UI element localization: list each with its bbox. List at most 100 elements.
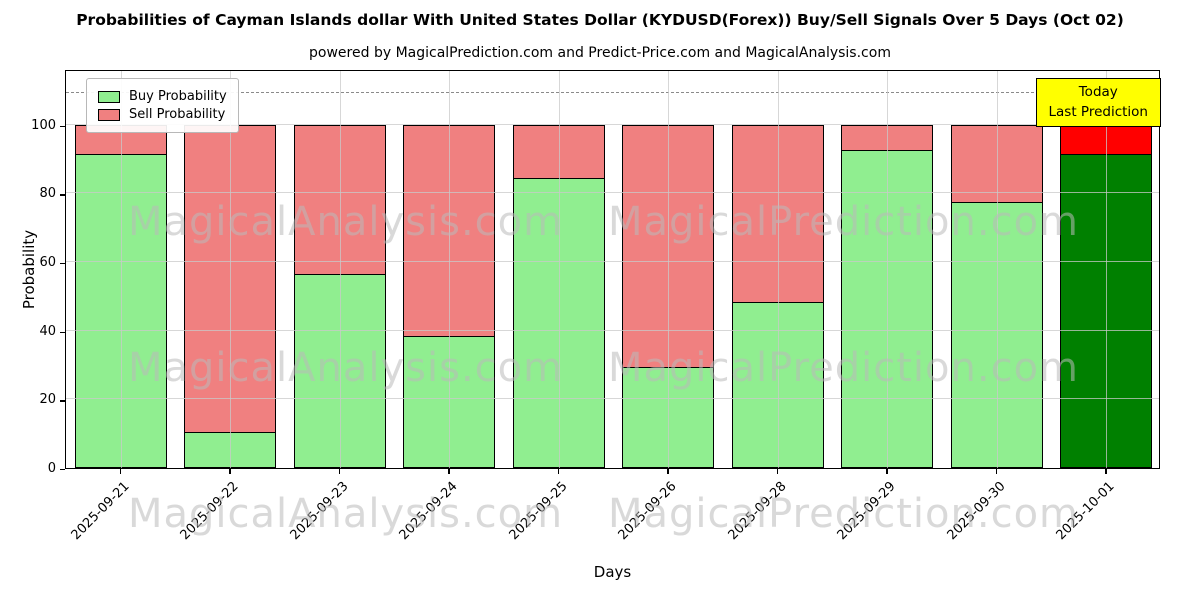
- buy-swatch-icon: [98, 90, 120, 103]
- x-tick-mark: [119, 469, 122, 474]
- x-tick-mark: [1105, 469, 1107, 474]
- sell-segment: [841, 124, 934, 153]
- buy-segment: [74, 153, 167, 468]
- buy-segment: [731, 301, 824, 468]
- y-tick-mark: [60, 125, 65, 127]
- y-tick-mark: [60, 400, 65, 402]
- h-gridline: [66, 192, 1159, 194]
- x-tick-mark: [448, 469, 450, 474]
- x-tick-mark: [338, 469, 341, 474]
- buy-segment: [512, 177, 605, 468]
- y-axis-label: Probability: [20, 229, 38, 310]
- buy-segment: [403, 335, 496, 468]
- bar-slot: [1052, 71, 1162, 468]
- x-tick-mark: [886, 469, 888, 474]
- sell-segment: [1060, 124, 1153, 156]
- y-tick-mark: [60, 469, 65, 471]
- sell-segment: [950, 124, 1043, 204]
- chart-subtitle: powered by MagicalPrediction.com and Pre…: [309, 45, 891, 61]
- bar-slot: [504, 71, 614, 468]
- stacked-bar-2025-09-22: [184, 124, 277, 468]
- today-annotation-line1: Today: [1078, 84, 1118, 100]
- bar-slot: [66, 71, 176, 468]
- stacked-bar-2025-09-26: [622, 124, 715, 468]
- y-tick-mark: [60, 194, 65, 196]
- y-tick-label: 0: [47, 461, 56, 476]
- today-annotation-line2: Last Prediction: [1048, 104, 1148, 121]
- x-tick-mark: [995, 469, 998, 474]
- bar-slot: [723, 71, 833, 468]
- h-gridline: [66, 329, 1159, 331]
- x-tick-mark: [776, 469, 779, 474]
- y-tick-label: 20: [39, 392, 56, 408]
- v-gridline: [120, 71, 122, 468]
- v-gridline: [887, 71, 889, 468]
- y-tick-label: 80: [39, 186, 56, 202]
- buy-segment: [1060, 153, 1153, 468]
- x-axis-label: Days: [593, 563, 632, 581]
- legend-label: Buy Probability: [129, 89, 227, 104]
- sell-swatch-icon: [98, 108, 120, 121]
- y-tick-label: 60: [39, 254, 56, 270]
- v-gridline: [668, 71, 670, 468]
- buy-segment: [184, 432, 277, 468]
- x-tick-label: 2025-09-26: [615, 479, 680, 544]
- x-tick-label: 2025-09-21: [68, 479, 133, 544]
- bar-slot: [176, 71, 286, 468]
- bar-slot: [395, 71, 505, 468]
- h-gridline: [66, 260, 1159, 262]
- v-gridline: [558, 71, 560, 468]
- buy-segment: [950, 201, 1043, 468]
- plot-area: MagicalAnalysis.com MagicalPrediction.co…: [65, 70, 1162, 537]
- today-annotation: Today Last Prediction: [1035, 78, 1161, 127]
- stacked-bar-2025-09-29: [841, 124, 934, 468]
- sell-segment: [184, 124, 277, 434]
- v-gridline: [449, 71, 451, 468]
- legend-item-sell: Sell Probability: [98, 107, 227, 122]
- bar-slot: [614, 71, 724, 468]
- x-tick-mark: [557, 469, 560, 474]
- x-tick-mark: [229, 469, 231, 474]
- x-tick-label: 2025-09-29: [834, 479, 899, 544]
- y-tick-label: 40: [39, 323, 56, 339]
- h-gridline: [66, 398, 1159, 400]
- stacked-bar-2025-09-21: [74, 124, 167, 468]
- bar-slot: [833, 71, 943, 468]
- stacked-bar-2025-09-24: [403, 124, 496, 468]
- v-gridline: [230, 71, 232, 468]
- sell-segment: [403, 124, 496, 338]
- buy-segment: [293, 274, 386, 468]
- v-gridline: [777, 71, 779, 468]
- x-tick-label: 2025-09-25: [506, 479, 571, 544]
- sell-segment: [622, 124, 715, 369]
- stacked-bar-2025-09-30: [950, 124, 1043, 468]
- sell-segment: [512, 124, 605, 180]
- y-tick-label: 100: [31, 117, 56, 133]
- sell-segment: [731, 124, 824, 304]
- x-tick-mark: [667, 469, 669, 474]
- bar-slot: [285, 71, 395, 468]
- v-gridline: [339, 71, 341, 468]
- legend: Buy Probability Sell Probability: [86, 78, 239, 133]
- legend-label: Sell Probability: [129, 107, 226, 122]
- stacked-bar-2025-09-28: [731, 124, 824, 468]
- x-tick-label: 2025-09-23: [287, 479, 352, 544]
- bar-slot: [942, 71, 1052, 468]
- threshold-dashed-line: [66, 92, 1159, 94]
- stacked-bar-2025-09-23: [293, 124, 386, 468]
- v-gridline: [1106, 71, 1108, 468]
- v-gridline: [996, 71, 998, 468]
- buy-segment: [841, 150, 934, 468]
- buy-segment: [622, 366, 715, 468]
- stacked-bar-2025-09-25: [512, 124, 605, 468]
- x-tick-label: 2025-10-01: [1053, 479, 1118, 544]
- h-gridline: [66, 123, 1159, 125]
- x-tick-label: 2025-09-24: [396, 479, 461, 544]
- sell-segment: [293, 124, 386, 276]
- y-tick-mark: [60, 331, 65, 333]
- chart-title: Probabilities of Cayman Islands dollar W…: [76, 11, 1124, 29]
- x-tick-label: 2025-09-30: [944, 479, 1009, 544]
- legend-item-buy: Buy Probability: [98, 89, 227, 104]
- x-tick-label: 2025-09-22: [177, 479, 242, 544]
